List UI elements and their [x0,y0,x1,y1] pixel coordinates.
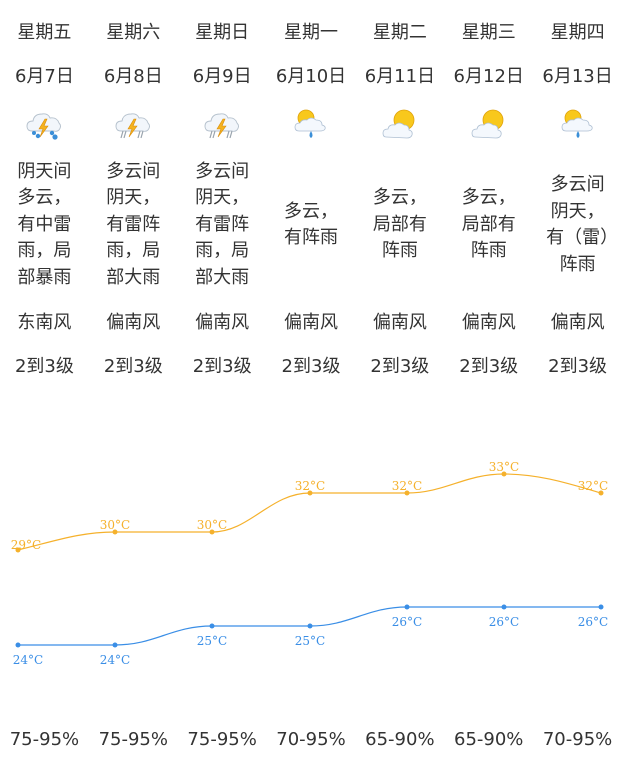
high-temp-label: 29°C [11,538,41,552]
weekday-label: 星期五 [17,22,72,43]
wind-level: 2到3级 [192,356,252,377]
humidity-range: 70-95% [542,729,613,750]
date-label: 6月7日 [14,66,74,87]
high-temp-label: 33°C [489,460,519,474]
day-column: 星期三 6月12日 多云，局部有阵雨 偏南风 2到3级 [444,0,533,381]
date-label: 6月8日 [103,66,163,87]
wind-level: 2到3级 [281,356,341,377]
date-label: 6月11日 [364,66,436,87]
low-temp-line [18,606,601,646]
partly-cloudy-icon [471,109,504,139]
low-temp-points [15,604,604,648]
weather-description: 多云，局部有阵雨 [372,187,427,262]
wind-level: 2到3级 [459,356,519,377]
humidity-range: 65-90% [454,729,524,750]
humidity-range: 65-90% [365,729,435,750]
weather-description: 阴天间多云，有中雷雨，局部暴雨 [17,160,72,288]
humidity-range: 70-95% [276,729,346,750]
wind-direction: 偏南风 [372,312,427,333]
high-temp-label: 32°C [392,479,422,493]
day-column: 星期二 6月11日 多云，局部有阵雨 偏南风 2到3级 [355,0,444,381]
low-temp-label: 25°C [197,634,227,648]
thunder-shower-icon [115,113,151,139]
day-column: 星期一 6月10日 多云，有阵雨 偏南风 2到3级 [267,0,356,381]
weekday-label: 星期二 [372,22,427,43]
day-column: 星期四 6月13日 多云间阴天，有（雷）阵雨 偏南风 2到3级 [533,0,622,381]
day-column: 星期日 6月9日 多云间阴天，有雷阵雨，局部大雨 偏南风 2到3级 [178,0,267,381]
high-temp-points [15,471,604,553]
partly-cloudy-icon [382,109,415,139]
wind-direction: 偏南风 [284,312,338,333]
date-label: 6月9日 [192,66,252,87]
low-temp-label: 26°C [392,615,422,629]
thunder-shower-icon [204,113,240,139]
partly-cloudy-shower-icon [294,109,326,138]
weather-description: 多云，有阵雨 [284,200,338,249]
partly-cloudy-shower-icon [561,109,593,138]
wind-direction: 偏南风 [195,312,250,333]
weekday-label: 星期三 [461,22,516,43]
weather-description: 多云，局部有阵雨 [461,187,516,262]
humidity-range: 75-95% [187,729,257,750]
weekday-label: 星期六 [106,22,161,43]
weather-description: 多云间阴天，有（雷）阵雨 [546,174,610,275]
forecast-columns: 星期五 6月7日 阴天间多云，有中雷雨，局部暴雨 东南风 2到3级 星期六 6月… [0,0,622,381]
wind-direction: 偏南风 [461,312,516,333]
wind-direction: 偏南风 [550,312,605,333]
weather-description: 多云间阴天，有雷阵雨，局部大雨 [106,160,161,288]
weather-description: 多云间阴天，有雷阵雨，局部大雨 [195,160,250,288]
date-label: 6月10日 [275,66,347,87]
wind-level: 2到3级 [14,356,74,377]
weekday-label: 星期一 [284,22,338,43]
low-temp-label: 26°C [489,615,519,629]
temperature-chart: 29°C 30°C 30°C 32°C 32°C 33°C 32°C 24°C … [11,460,608,667]
humidity-range: 75-95% [9,729,80,750]
date-label: 6月12日 [453,66,524,87]
date-label: 6月13日 [542,66,613,87]
weekday-label: 星期四 [550,22,605,43]
high-temp-label: 30°C [197,518,227,532]
weekday-label: 星期日 [195,22,250,43]
wind-level: 2到3级 [548,356,608,377]
low-temp-label: 24°C [100,653,130,667]
thunderstorm-rain-icon [26,113,62,140]
low-temp-label: 26°C [578,615,608,629]
day-column: 星期五 6月7日 阴天间多云，有中雷雨，局部暴雨 东南风 2到3级 [0,0,89,381]
wind-level: 2到3级 [370,356,430,377]
high-temp-label: 32°C [578,479,608,493]
wind-level: 2到3级 [103,356,163,377]
day-column: 星期六 6月8日 多云间阴天，有雷阵雨，局部大雨 偏南风 2到3级 [89,0,178,381]
high-temp-label: 30°C [100,518,130,532]
low-temp-label: 24°C [13,653,43,667]
wind-direction: 偏南风 [106,312,161,333]
humidity-range: 75-95% [98,729,168,750]
low-temp-label: 25°C [295,634,325,648]
wind-direction: 东南风 [17,312,72,333]
high-temp-label: 32°C [295,479,325,493]
